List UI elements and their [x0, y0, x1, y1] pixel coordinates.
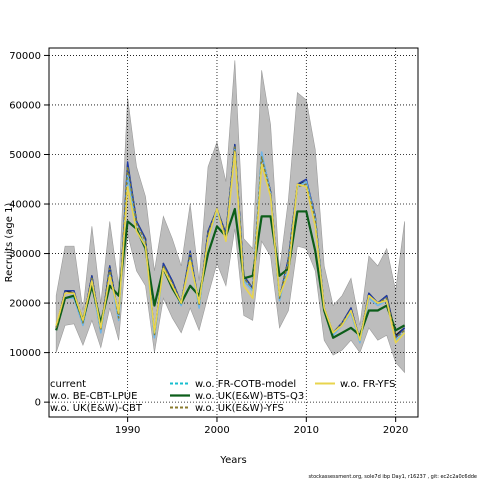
legend-label: w.o. UK(E&W)-CBT	[50, 403, 143, 414]
series-line-4	[55, 207, 406, 339]
y-tick-label: 0	[35, 398, 41, 409]
series-lines	[55, 143, 406, 344]
x-tick-label: 2010	[294, 425, 319, 436]
x-axis: 1990 2000 2010 2020	[115, 417, 408, 436]
y-axis-label: Recruits (age 1)	[4, 203, 15, 283]
y-tick-label: 60000	[9, 100, 41, 111]
y-tick-label: 50000	[9, 150, 41, 161]
legend-label: w.o. BE-CBT-LPUE	[50, 391, 137, 402]
legend-label: w.o. FR-YFS	[340, 379, 396, 390]
x-tick-label: 2000	[204, 425, 229, 436]
footer-credit: stockassessment.org, sole7d ibp Day1, r1…	[309, 474, 477, 480]
legend-label: current	[50, 379, 86, 390]
y-tick-label: 20000	[9, 299, 41, 310]
plot-frame	[48, 47, 419, 418]
x-tick-label: 2020	[383, 425, 408, 436]
confidence-band	[55, 60, 405, 374]
x-axis-label: Years	[219, 455, 246, 466]
x-tick-label: 1990	[115, 425, 140, 436]
y-tick-label: 70000	[9, 51, 41, 62]
legend-label: w.o. FR-COTB-model	[195, 379, 296, 390]
confidence-band-area	[55, 60, 405, 374]
y-tick-label: 40000	[9, 200, 41, 211]
legend-label: w.o. UK(E&W)-BTS-Q3	[195, 391, 304, 402]
legend-label: w.o. UK(E&W)-YFS	[195, 403, 284, 414]
y-tick-label: 30000	[9, 249, 41, 260]
y-axis: 0 10000 20000 30000 40000 50000 60000 70000	[9, 51, 49, 409]
y-tick-label: 10000	[9, 348, 41, 359]
series-line-6	[55, 151, 406, 344]
